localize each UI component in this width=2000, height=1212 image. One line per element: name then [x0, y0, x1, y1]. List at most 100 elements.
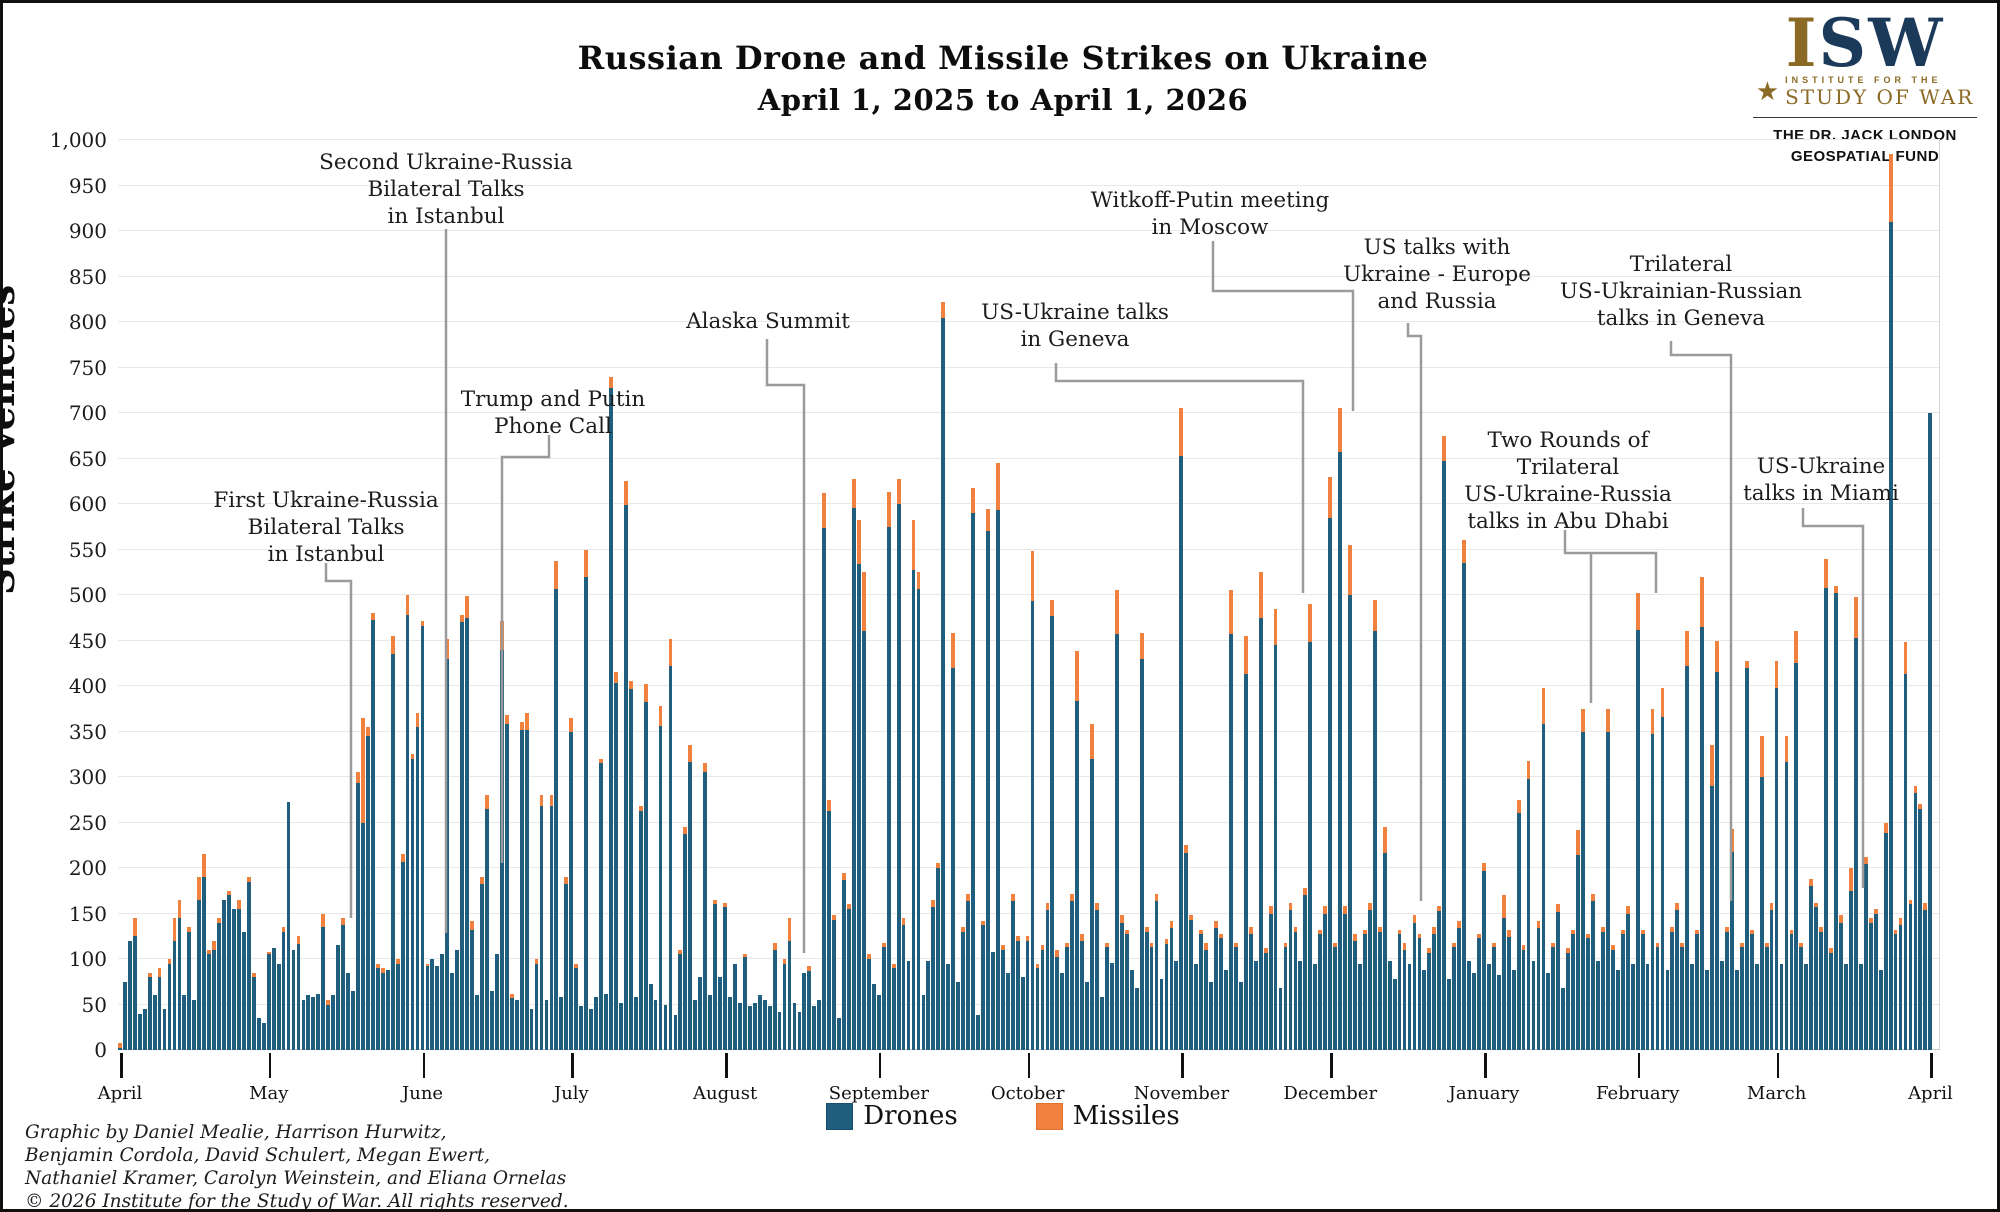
month-label: November: [1133, 1083, 1230, 1104]
day-bar: [797, 1011, 802, 1050]
drones-segment: [132, 936, 137, 1050]
month-tick: [1930, 1053, 1933, 1078]
drones-segment: [1353, 940, 1357, 1050]
missiles-segment: [405, 595, 410, 616]
day-bar: [916, 572, 921, 1050]
day-bar: [162, 1009, 167, 1050]
day-bar: [837, 1018, 841, 1050]
day-bar: [1710, 745, 1714, 1050]
drones-segment: [356, 783, 360, 1050]
day-bar: [1189, 915, 1194, 1050]
missiles-segment: [1328, 476, 1333, 518]
day-bar: [971, 487, 975, 1050]
drones-segment: [1387, 960, 1392, 1050]
missiles-segment: [1854, 596, 1858, 638]
drones-segment: [1566, 952, 1571, 1050]
drones-segment: [1090, 758, 1094, 1050]
missiles-segment: [1849, 868, 1853, 891]
annotation-line: US-Ukraine: [1756, 454, 1886, 479]
drones-segment: [1318, 934, 1323, 1050]
drones-segment: [470, 929, 474, 1050]
day-bar: [1000, 945, 1005, 1050]
missiles-segment: [1606, 708, 1610, 732]
missiles-segment: [1784, 736, 1789, 762]
day-bar: [1610, 945, 1615, 1050]
missiles-segment: [1739, 942, 1744, 948]
missiles-segment: [1149, 942, 1154, 948]
gridline-400: [118, 685, 1940, 686]
y-tick-label: 350: [68, 719, 107, 744]
drones-segment: [1328, 517, 1333, 1050]
month-tick: [268, 1053, 272, 1078]
drones-segment: [574, 968, 579, 1050]
day-bar: [1670, 927, 1675, 1050]
day-bar: [460, 615, 465, 1050]
day-bar: [1655, 942, 1660, 1050]
drones-segment: [1764, 947, 1769, 1050]
day-bar: [1640, 929, 1645, 1050]
day-bar: [802, 972, 807, 1050]
drones-segment: [1873, 913, 1878, 1050]
day-bar: [693, 999, 698, 1050]
annotation-witkoff-putin-moscow: Witkoff-Putin meeting in Moscow: [1091, 187, 1329, 241]
day-bar: [1854, 596, 1858, 1050]
missiles-segment: [1814, 902, 1819, 908]
drones-segment: [276, 963, 281, 1050]
drones-segment: [1243, 674, 1248, 1050]
day-bar: [1491, 942, 1496, 1050]
annotation-us-ukraine-talks-miami: US-Ukraine talks in Miami: [1743, 453, 1899, 507]
annotation-line: US-Ukraine-Russia: [1464, 482, 1672, 507]
missiles-segment: [380, 968, 385, 973]
gridline-650: [118, 457, 1940, 459]
drones-segment: [906, 960, 911, 1050]
day-bar: [480, 877, 484, 1050]
drones-segment: [1050, 615, 1055, 1050]
day-bar: [718, 977, 722, 1050]
missiles-segment: [1809, 878, 1814, 887]
month-tick: [878, 1053, 882, 1078]
missiles-segment: [723, 902, 727, 908]
drones-segment: [1610, 949, 1615, 1050]
drones-segment: [1338, 452, 1342, 1050]
drones-segment: [1075, 701, 1080, 1050]
day-bar: [470, 920, 474, 1050]
drones-segment: [1814, 907, 1819, 1050]
drones-segment: [961, 931, 965, 1050]
drones-segment: [827, 810, 832, 1050]
day-bar: [1486, 963, 1491, 1050]
day-bar: [311, 997, 316, 1050]
missiles-segment: [1660, 687, 1665, 717]
drones-segment: [1670, 931, 1675, 1050]
day-bar: [1715, 640, 1719, 1050]
day-bar: [1452, 942, 1457, 1050]
missiles-segment: [1482, 863, 1486, 871]
drones-segment: [1100, 997, 1104, 1050]
drones-segment: [1219, 938, 1223, 1050]
day-bar: [390, 635, 395, 1050]
drones-segment: [1303, 895, 1308, 1050]
day-bar: [217, 918, 221, 1050]
day-bar: [1035, 963, 1040, 1050]
drones-segment: [1849, 890, 1853, 1050]
drones-segment: [1834, 593, 1838, 1050]
day-bar: [609, 376, 613, 1050]
missiles-segment: [1105, 942, 1109, 948]
day-bar: [956, 981, 961, 1050]
drones-segment: [623, 504, 628, 1050]
missiles-segment: [782, 959, 787, 964]
drones-segment: [331, 995, 336, 1050]
drones-segment: [366, 736, 370, 1050]
day-bar: [1343, 906, 1347, 1050]
month-label: March: [1746, 1083, 1807, 1104]
missiles-segment: [1506, 929, 1511, 938]
annotation-line: Phone Call: [494, 414, 612, 439]
drones-segment: [450, 972, 455, 1050]
day-bar: [1055, 949, 1060, 1050]
day-bar: [326, 999, 331, 1050]
day-bar: [1477, 933, 1481, 1050]
missiles-segment: [246, 877, 251, 882]
missiles-segment: [326, 999, 331, 1005]
missiles-segment: [524, 713, 529, 730]
day-bar: [490, 990, 494, 1050]
day-bar: [286, 801, 291, 1050]
